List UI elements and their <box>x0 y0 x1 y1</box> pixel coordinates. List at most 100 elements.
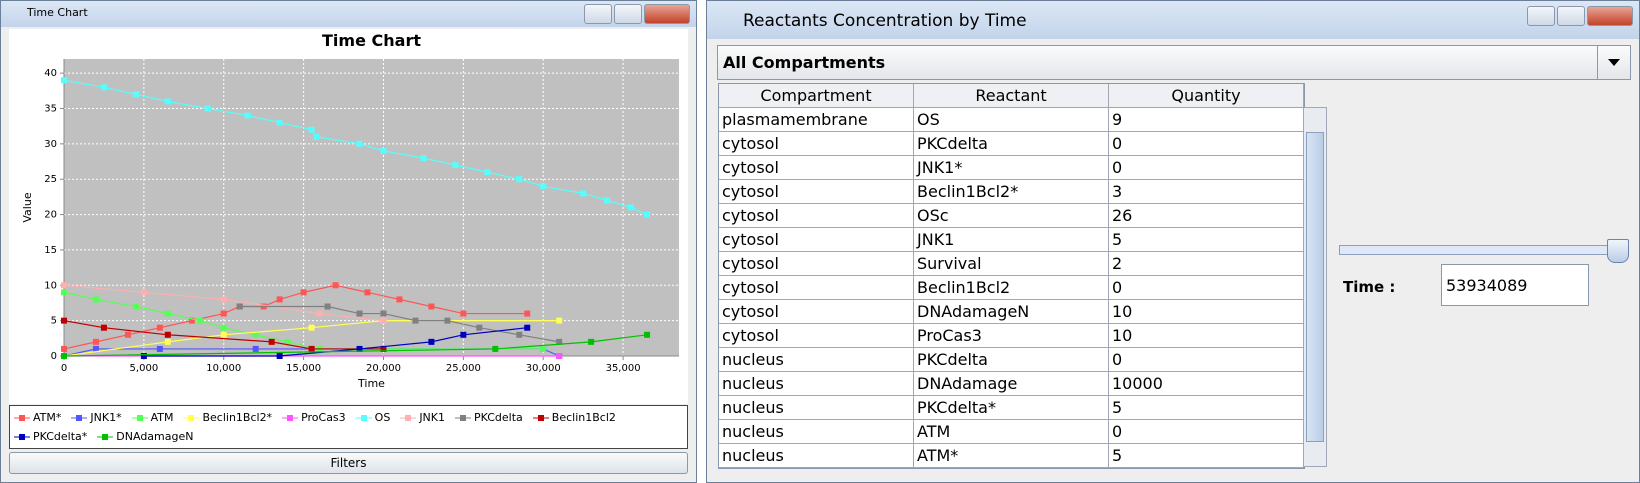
title-bar: Time Chart <box>1 1 696 27</box>
close[interactable] <box>1587 6 1633 26</box>
data-point <box>164 338 171 345</box>
swatch-marker <box>537 414 544 421</box>
table-cell: ATM* <box>914 444 1109 468</box>
column-header: Reactant <box>914 84 1109 108</box>
data-point <box>308 324 315 331</box>
legend-item: ProCas3 <box>282 409 346 426</box>
series-line <box>63 79 648 216</box>
scrollbar[interactable] <box>1303 107 1327 467</box>
data-point <box>644 331 651 338</box>
data-point <box>236 303 243 310</box>
data-point <box>92 296 99 303</box>
series-line <box>63 284 528 350</box>
x-tick-label: 20,000 <box>366 363 401 374</box>
dropdown-arrow[interactable] <box>1597 46 1630 79</box>
legend-swatch <box>282 414 299 421</box>
data-point <box>556 338 563 345</box>
data-point <box>204 105 211 112</box>
data-point <box>164 310 171 317</box>
data-point <box>540 345 547 352</box>
swatch-marker <box>19 433 25 440</box>
table-cell: cytosol <box>719 156 914 180</box>
swatch-marker <box>102 433 109 440</box>
series-line <box>143 327 528 357</box>
column-header: Compartment <box>719 84 914 108</box>
data-point <box>140 353 147 359</box>
data-point <box>124 331 131 338</box>
filters-button[interactable]: Filters <box>9 452 688 474</box>
chart-title: Time Chart <box>322 31 421 50</box>
x-tick-label: 25,000 <box>446 363 481 374</box>
legend-swatch <box>532 414 549 421</box>
column-header: Quantity <box>1109 84 1304 108</box>
data-point <box>380 345 387 352</box>
table-cell: 5 <box>1109 228 1304 252</box>
close[interactable] <box>644 4 690 24</box>
data-point <box>484 169 491 176</box>
table-cell: 26 <box>1109 204 1304 228</box>
table-cell: cytosol <box>719 228 914 252</box>
swatch-marker <box>360 414 367 421</box>
data-point <box>492 345 499 352</box>
data-point <box>284 338 291 345</box>
data-point <box>132 91 139 98</box>
data-point <box>92 338 99 345</box>
table-cell: JNK1 <box>914 228 1109 252</box>
data-point <box>332 282 339 289</box>
legend-label: DNAdamageN <box>116 430 194 443</box>
y-tick-label: 10 <box>44 280 57 291</box>
table-cell: 5 <box>1109 396 1304 420</box>
table-cell: OSc <box>914 204 1109 228</box>
data-point <box>308 126 315 133</box>
table-cell: Survival <box>914 252 1109 276</box>
legend-label: ATM* <box>33 411 62 424</box>
x-tick-label: 15,000 <box>286 363 321 374</box>
time-field[interactable]: 53934089 <box>1441 264 1589 306</box>
maximize[interactable] <box>1557 6 1585 26</box>
legend-swatch <box>97 433 114 440</box>
minimize[interactable] <box>584 4 612 24</box>
data-point <box>244 112 251 119</box>
table-cell: cytosol <box>719 324 914 348</box>
series-line <box>63 334 648 357</box>
minimize[interactable] <box>1527 6 1555 26</box>
data-point <box>380 317 387 324</box>
legend-swatch <box>71 414 88 421</box>
data-point <box>476 324 483 331</box>
table-cell: ProCas3 <box>914 324 1109 348</box>
table-cell: JNK1* <box>914 156 1109 180</box>
series-line <box>63 320 384 350</box>
data-point <box>356 140 363 147</box>
data-point <box>92 345 99 352</box>
time-label: Time : <box>1343 278 1396 296</box>
data-point <box>444 317 451 324</box>
table-cell: OS <box>914 108 1109 132</box>
table-cell: PKCdelta <box>914 348 1109 372</box>
data-point <box>356 310 363 317</box>
table-cell: plasmamembrane <box>719 108 914 132</box>
compartment-dropdown[interactable]: All Compartments <box>717 45 1631 80</box>
arrow <box>1608 59 1620 66</box>
data-point <box>313 133 320 140</box>
y-tick-label: 5 <box>51 316 57 327</box>
time-slider[interactable] <box>1339 245 1624 255</box>
maximize[interactable] <box>614 4 642 24</box>
slider-thumb[interactable] <box>1607 239 1629 263</box>
window-buttons <box>584 4 690 24</box>
data-point <box>61 353 67 359</box>
legend-label: OS <box>374 411 391 424</box>
x-tick-label: 0 <box>61 363 67 374</box>
arrow-icon <box>1608 59 1620 66</box>
table-cell: 0 <box>1109 420 1304 444</box>
data-point <box>300 289 307 296</box>
data-point <box>316 310 323 317</box>
table-cell: 0 <box>1109 348 1304 372</box>
legend-item: Beclin1Bcl2 <box>532 409 616 426</box>
scroll-thumb[interactable] <box>1306 132 1324 442</box>
table-cell: DNAdamage <box>914 372 1109 396</box>
legend-label: JNK1* <box>90 411 122 424</box>
data-point <box>460 331 467 338</box>
data-point <box>268 338 275 345</box>
table-cell: 5 <box>1109 444 1304 468</box>
